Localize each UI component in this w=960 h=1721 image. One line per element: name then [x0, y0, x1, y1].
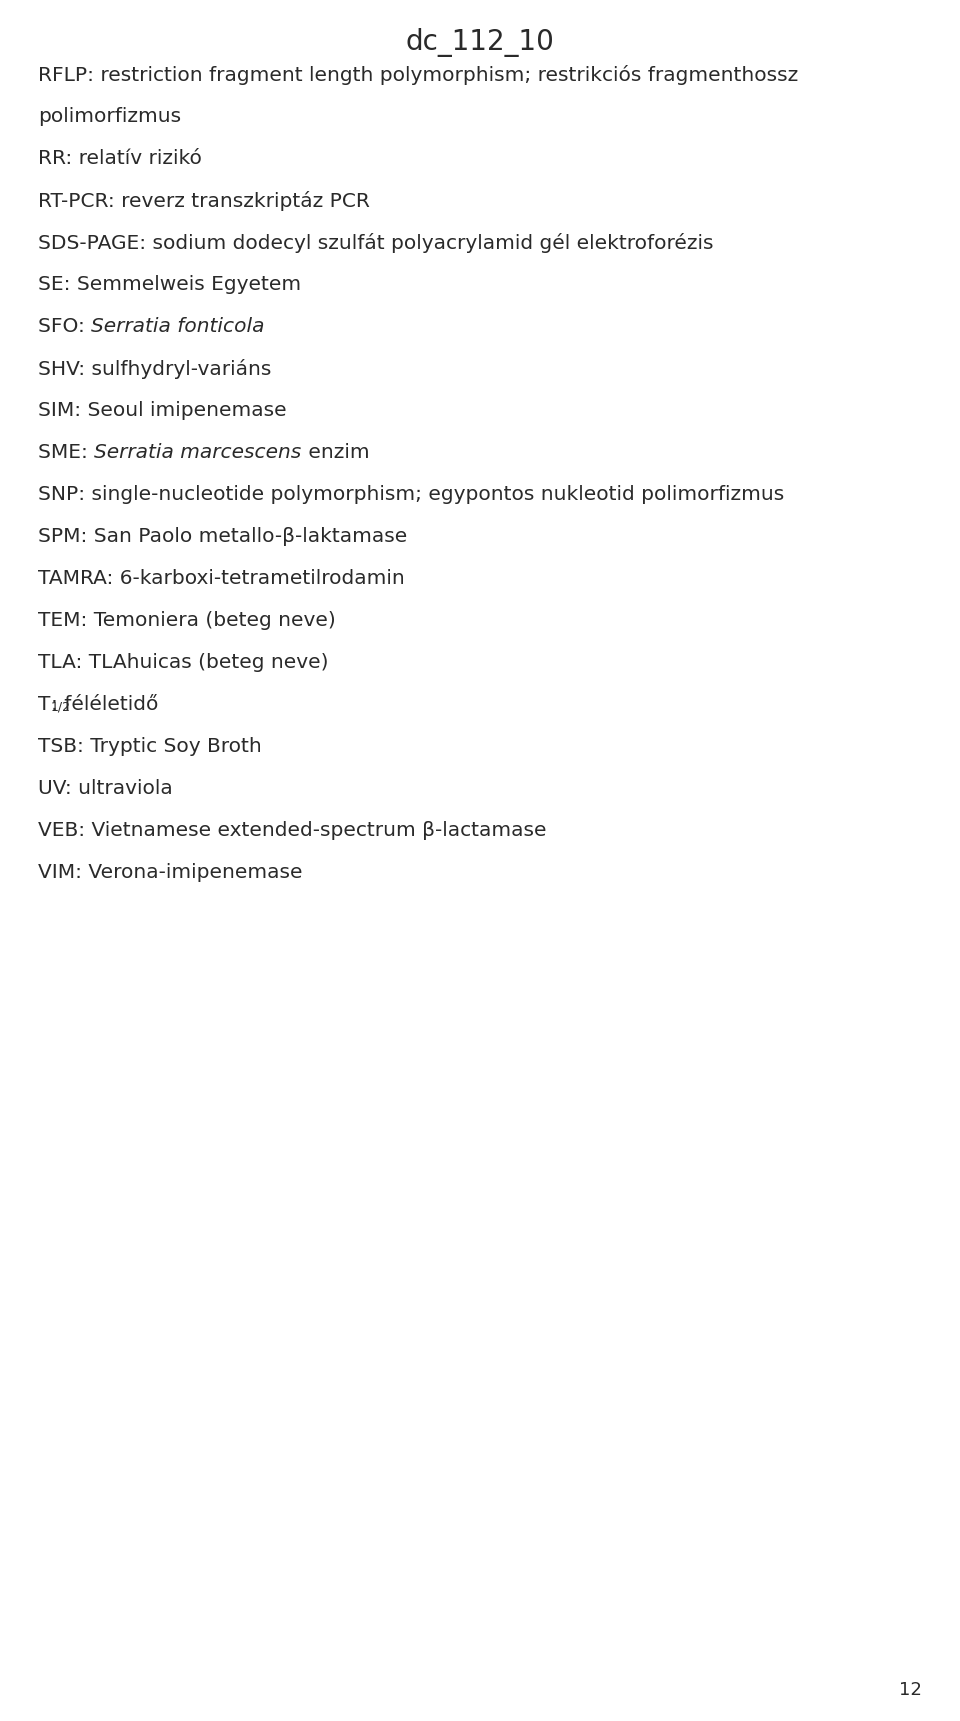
Text: RR: relatív rizikó: RR: relatív rizikó: [38, 150, 202, 169]
Text: TLA: TLAhuicas (beteg neve): TLA: TLAhuicas (beteg neve): [38, 652, 328, 671]
Text: SNP: single-nucleotide polymorphism; egypontos nukleotid polimorfizmus: SNP: single-nucleotide polymorphism; egy…: [38, 485, 784, 504]
Text: SFO:: SFO:: [38, 317, 91, 336]
Text: 12: 12: [900, 1681, 922, 1699]
Text: RFLP: restriction fragment length polymorphism; restrikciós fragmenthossz: RFLP: restriction fragment length polymo…: [38, 65, 799, 84]
Text: UV: ultraviola: UV: ultraviola: [38, 780, 173, 799]
Text: Serratia marcescens: Serratia marcescens: [94, 442, 301, 461]
Text: SPM: San Paolo metallo-β-laktamase: SPM: San Paolo metallo-β-laktamase: [38, 527, 407, 546]
Text: enzim: enzim: [301, 442, 370, 461]
Text: polimorfizmus: polimorfizmus: [38, 107, 181, 126]
Text: SHV: sulfhydryl-variáns: SHV: sulfhydryl-variáns: [38, 360, 272, 379]
Text: TEM: Temoniera (beteg neve): TEM: Temoniera (beteg neve): [38, 611, 336, 630]
Text: : féléletidő: : féléletidő: [52, 695, 158, 714]
Text: TSB: Tryptic Soy Broth: TSB: Tryptic Soy Broth: [38, 737, 262, 756]
Text: VIM: Verona-imipenemase: VIM: Verona-imipenemase: [38, 862, 302, 881]
Text: SE: Semmelweis Egyetem: SE: Semmelweis Egyetem: [38, 275, 301, 294]
Text: SME:: SME:: [38, 442, 94, 461]
Text: 1/2: 1/2: [50, 700, 70, 714]
Text: RT-PCR: reverz transzkriptáz PCR: RT-PCR: reverz transzkriptáz PCR: [38, 191, 370, 212]
Text: Serratia fonticola: Serratia fonticola: [91, 317, 265, 336]
Text: SDS-PAGE: sodium dodecyl szulfát polyacrylamid gél elektroforézis: SDS-PAGE: sodium dodecyl szulfát polyacr…: [38, 232, 713, 253]
Text: SIM: Seoul imipenemase: SIM: Seoul imipenemase: [38, 401, 287, 420]
Text: VEB: Vietnamese extended-spectrum β-lactamase: VEB: Vietnamese extended-spectrum β-lact…: [38, 821, 546, 840]
Text: TAMRA: 6-karboxi-tetrametilrodamin: TAMRA: 6-karboxi-tetrametilrodamin: [38, 570, 405, 589]
Text: T: T: [38, 695, 50, 714]
Text: dc_112_10: dc_112_10: [405, 28, 555, 57]
